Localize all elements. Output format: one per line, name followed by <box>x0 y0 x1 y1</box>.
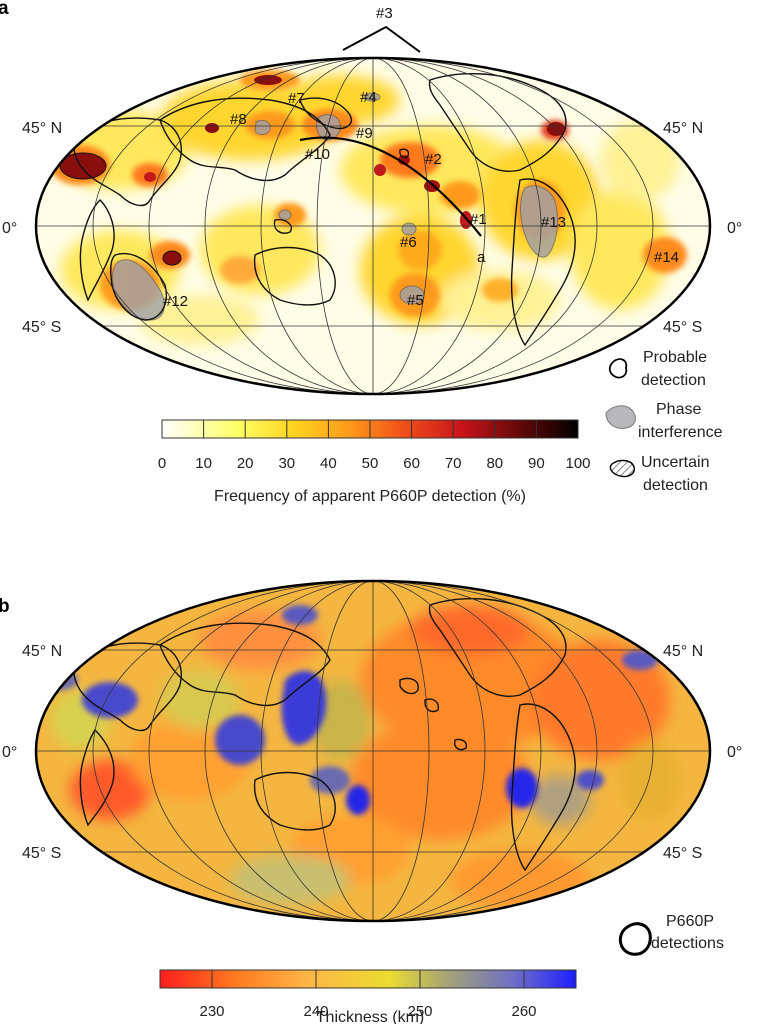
lat-label-45s-left: 45° S <box>22 319 61 336</box>
lat-label-45s-left-b: 45° S <box>22 845 61 862</box>
region-label-9: #9 <box>356 125 373 142</box>
panel-a-graticule <box>36 58 710 394</box>
colorbar-a-tick-label: 60 <box>403 455 420 472</box>
uncertain-detection-swatch <box>609 459 635 478</box>
colorbar-a-tick-label: 50 <box>362 455 379 472</box>
panel-a-legend: Probable detection Phase interference Un… <box>605 349 723 494</box>
legend-probable-line1: Probable <box>643 349 707 366</box>
panel-b-graticule <box>36 581 710 921</box>
legend-phase-line2: interference <box>638 424 723 441</box>
region-label-10: #10 <box>305 146 330 163</box>
region-label-5: #5 <box>407 292 424 309</box>
region-label-3: #3 <box>376 5 393 22</box>
colorbar-b-title: Thickness (km) <box>316 1009 424 1024</box>
lat-label-45n-right: 45° N <box>663 120 703 137</box>
region-label-2: #2 <box>425 151 442 168</box>
lat-label-45n-right-b: 45° N <box>663 643 703 660</box>
region-label-1: #1 <box>470 211 487 228</box>
lat-label-eq-left: 0° <box>2 220 17 237</box>
lat-label-45s-right: 45° S <box>663 319 702 336</box>
panel-a-letter: a <box>0 0 9 19</box>
phase-interference-swatch <box>605 405 636 429</box>
lat-label-45s-right-b: 45° S <box>663 845 702 862</box>
panel-a-map <box>34 56 712 396</box>
region-label-7: #7 <box>288 90 305 107</box>
lat-label-eq-left-b: 0° <box>2 744 17 761</box>
colorbar-a-tick-label: 90 <box>528 455 545 472</box>
legend-b-line2: detections <box>651 935 724 952</box>
panel-b-legend: P660P detections <box>618 913 724 956</box>
region-label-6: #6 <box>400 234 417 251</box>
panel-a-coastlines <box>73 73 576 347</box>
colorbar-b-tick-label: 230 <box>199 1003 224 1020</box>
colorbar-b-tick-label: 240 <box>303 1003 328 1020</box>
region-label-13: #13 <box>541 214 566 231</box>
colorbar-b-tick-label: 260 <box>511 1003 536 1020</box>
colorbar-b-gradient <box>159 969 577 989</box>
panel-a-colorbar: 0 10 20 30 40 50 60 70 80 90 100 Frequency of appa… <box>158 419 591 505</box>
panel-b-map <box>34 579 712 923</box>
region-3-marker <box>342 25 421 53</box>
probable-detection-swatch <box>608 358 628 379</box>
legend-probable-line2: detection <box>641 372 706 389</box>
colorbar-a-tick-label: 0 <box>158 455 166 472</box>
colorbar-a-tick-label: 30 <box>278 455 295 472</box>
colorbar-a-tick-label: 20 <box>237 455 254 472</box>
p660p-detection-swatch <box>618 922 652 956</box>
colorbar-a-tick-label: 100 <box>565 455 590 472</box>
panel-a-heatmap <box>36 58 710 394</box>
lat-label-45n-left: 45° N <box>22 120 62 137</box>
panel-b-letter: b <box>0 596 10 617</box>
profile-label-a: a <box>477 249 486 266</box>
region-label-12: #12 <box>163 293 188 310</box>
panel-b-colorbar: 230 240 250 260 Thickness (km) <box>159 969 577 1024</box>
lat-label-eq-right-b: 0° <box>727 744 742 761</box>
panel-a-map-frame <box>34 56 712 396</box>
legend-b-line1: P660P <box>666 913 714 930</box>
colorbar-a-tick-label: 80 <box>486 455 503 472</box>
legend-phase-line1: Phase <box>656 401 701 418</box>
profile-line-a <box>299 136 482 237</box>
region-label-8: #8 <box>230 111 247 128</box>
colorbar-a-title: Frequency of apparent P660P detection (%… <box>214 488 526 505</box>
colorbar-a-tick-label: 10 <box>195 455 212 472</box>
lat-label-45n-left-b: 45° N <box>22 643 62 660</box>
lat-label-eq-right: 0° <box>727 220 742 237</box>
colorbar-b-tick-label: 250 <box>407 1003 432 1020</box>
region-label-4: #4 <box>360 89 377 106</box>
colorbar-a-tick-label: 70 <box>445 455 462 472</box>
legend-uncertain-line1: Uncertain <box>641 454 709 471</box>
colorbar-a-tick-label: 40 <box>320 455 337 472</box>
legend-uncertain-line2: detection <box>643 477 708 494</box>
region-label-14: #14 <box>654 249 679 266</box>
panel-b-map-frame <box>34 579 712 923</box>
